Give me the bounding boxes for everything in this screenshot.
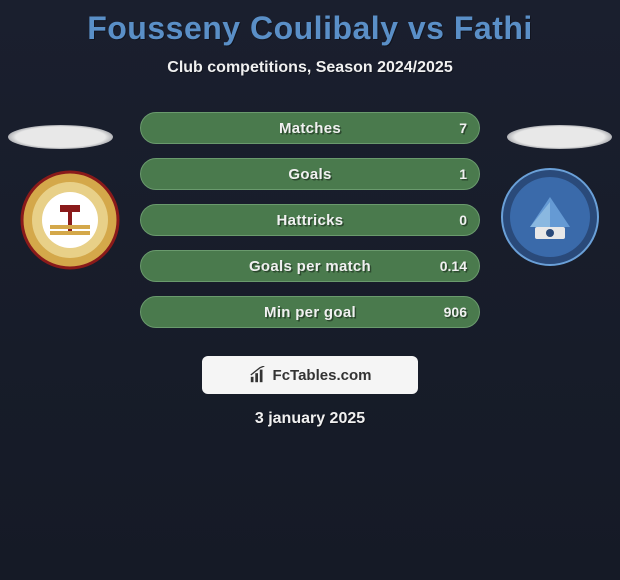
stat-label: Matches [279, 120, 341, 137]
stat-value: 0 [459, 212, 467, 228]
stat-row-hattricks: Hattricks 0 [140, 204, 480, 236]
chart-icon [249, 366, 267, 384]
stat-value: 906 [444, 304, 467, 320]
stat-row-goals-per-match: Goals per match 0.14 [140, 250, 480, 282]
stat-row-matches: Matches 7 [140, 112, 480, 144]
stat-value: 7 [459, 120, 467, 136]
subtitle: Club competitions, Season 2024/2025 [0, 59, 620, 77]
stat-label: Goals [288, 166, 331, 183]
stat-value: 0.14 [440, 258, 467, 274]
stat-label: Min per goal [264, 304, 356, 321]
brand-box[interactable]: FcTables.com [202, 356, 418, 394]
stat-row-min-per-goal: Min per goal 906 [140, 296, 480, 328]
date: 3 january 2025 [255, 410, 365, 428]
stat-value: 1 [459, 166, 467, 182]
comparison-title: Fousseny Coulibaly vs Fathi [0, 0, 620, 47]
stats-container: Matches 7 Goals 1 Hattricks 0 Goals per … [0, 112, 620, 362]
brand-text: FcTables.com [273, 367, 372, 384]
stat-row-goals: Goals 1 [140, 158, 480, 190]
stat-label: Goals per match [249, 258, 371, 275]
stat-label: Hattricks [277, 212, 344, 229]
